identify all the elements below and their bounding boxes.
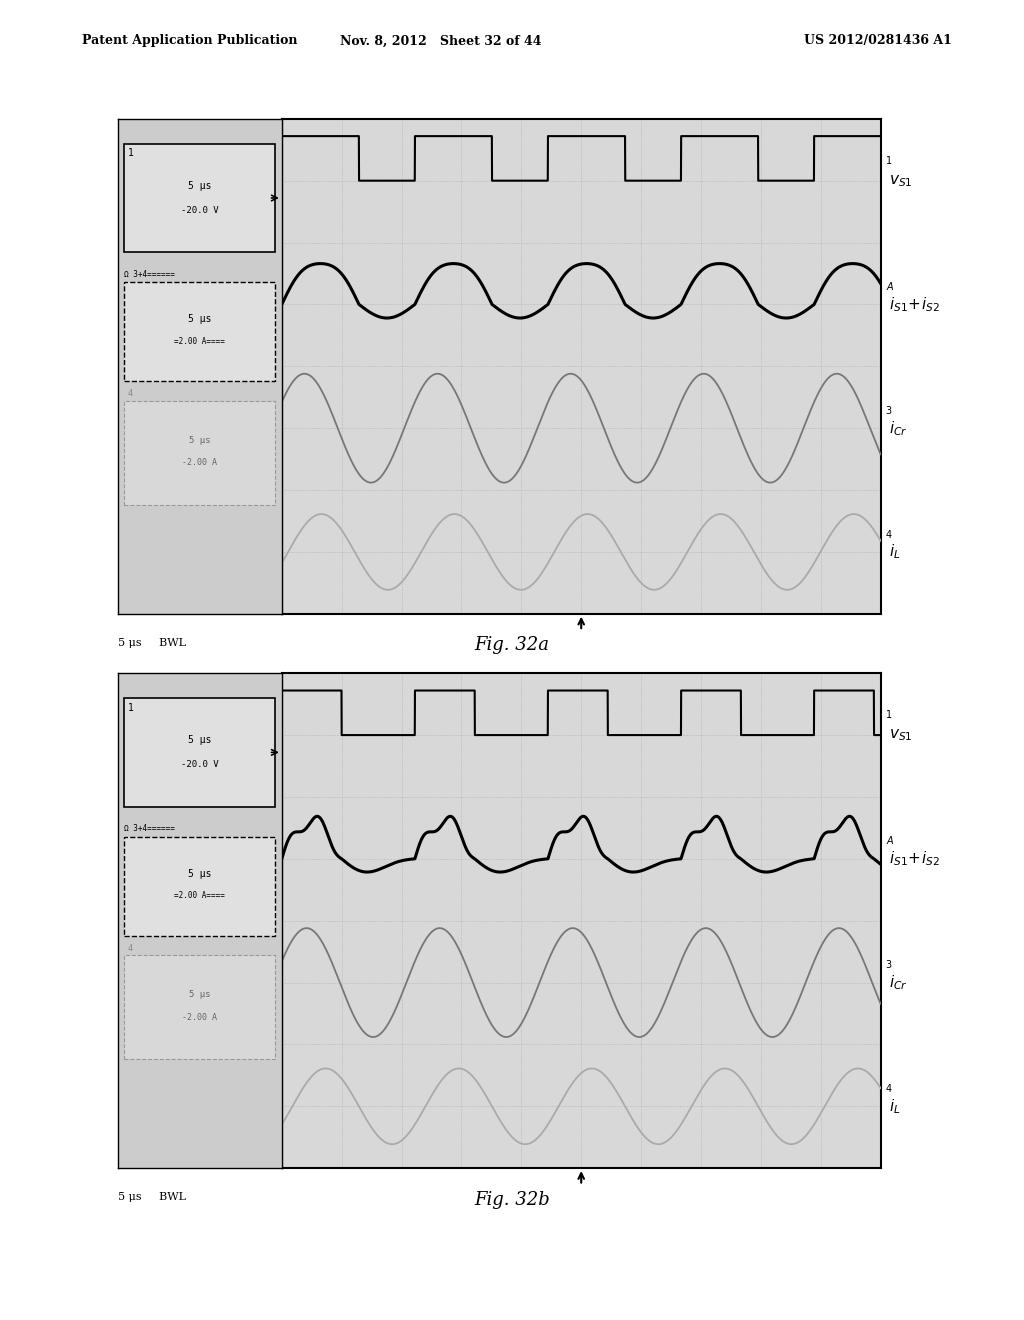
Text: 1: 1 bbox=[886, 710, 892, 721]
Text: $\mathit{i}_{Cr}$: $\mathit{i}_{Cr}$ bbox=[889, 973, 907, 991]
Text: 4: 4 bbox=[128, 944, 132, 953]
Text: Fig. 32b: Fig. 32b bbox=[474, 1191, 550, 1209]
Text: $\mathit{i}_{S1}\!+\!i_{S2}$: $\mathit{i}_{S1}\!+\!i_{S2}$ bbox=[889, 850, 940, 869]
Text: 5 μs: 5 μs bbox=[188, 181, 212, 190]
Text: -20.0 V: -20.0 V bbox=[181, 206, 218, 215]
Text: 5 μs: 5 μs bbox=[189, 436, 211, 445]
Text: 4: 4 bbox=[886, 529, 892, 540]
Text: 4: 4 bbox=[128, 389, 132, 399]
Text: 3: 3 bbox=[886, 405, 892, 416]
Text: $\mathit{v}_{S1}$: $\mathit{v}_{S1}$ bbox=[889, 727, 912, 743]
Text: $\mathit{A}$: $\mathit{A}$ bbox=[886, 280, 894, 292]
Text: =2.00 A====: =2.00 A==== bbox=[174, 337, 225, 346]
Text: 5 μs: 5 μs bbox=[188, 735, 212, 744]
Text: 1: 1 bbox=[128, 149, 133, 158]
Bar bbox=[124, 401, 275, 504]
Text: 1: 1 bbox=[128, 704, 133, 713]
Text: 5 μs: 5 μs bbox=[188, 314, 212, 325]
Bar bbox=[124, 282, 275, 381]
Text: 3: 3 bbox=[886, 960, 892, 970]
Text: $\mathit{i}_{Cr}$: $\mathit{i}_{Cr}$ bbox=[889, 418, 907, 437]
Text: $\mathit{A}$: $\mathit{A}$ bbox=[886, 834, 894, 846]
Text: Ω 3+4======: Ω 3+4====== bbox=[124, 269, 175, 279]
Text: 1: 1 bbox=[886, 156, 892, 166]
Bar bbox=[124, 837, 275, 936]
Text: $\mathit{i}_L$: $\mathit{i}_L$ bbox=[889, 543, 900, 561]
Text: -2.00 A: -2.00 A bbox=[182, 458, 217, 467]
Text: 5 μs: 5 μs bbox=[188, 869, 212, 879]
Text: $\mathit{i}_L$: $\mathit{i}_L$ bbox=[889, 1097, 900, 1115]
Text: -2.00 A: -2.00 A bbox=[182, 1012, 217, 1022]
Text: Nov. 8, 2012   Sheet 32 of 44: Nov. 8, 2012 Sheet 32 of 44 bbox=[340, 34, 541, 48]
Text: -20.0 V: -20.0 V bbox=[181, 760, 218, 770]
Text: 5 μs: 5 μs bbox=[189, 990, 211, 999]
Text: US 2012/0281436 A1: US 2012/0281436 A1 bbox=[805, 34, 952, 48]
Text: Patent Application Publication: Patent Application Publication bbox=[82, 34, 297, 48]
Text: $\mathit{i}_{S1}\!+\!i_{S2}$: $\mathit{i}_{S1}\!+\!i_{S2}$ bbox=[889, 296, 940, 314]
Text: $\mathit{v}_{S1}$: $\mathit{v}_{S1}$ bbox=[889, 173, 912, 189]
Text: Fig. 32a: Fig. 32a bbox=[474, 636, 550, 655]
Text: 5 μs     BWL: 5 μs BWL bbox=[118, 638, 185, 648]
Bar bbox=[124, 144, 275, 252]
Bar bbox=[124, 698, 275, 807]
Text: =2.00 A====: =2.00 A==== bbox=[174, 891, 225, 900]
Text: 4: 4 bbox=[886, 1084, 892, 1094]
Text: Ω 3+4======: Ω 3+4====== bbox=[124, 824, 175, 833]
Bar bbox=[124, 956, 275, 1059]
Text: 5 μs     BWL: 5 μs BWL bbox=[118, 1192, 185, 1203]
